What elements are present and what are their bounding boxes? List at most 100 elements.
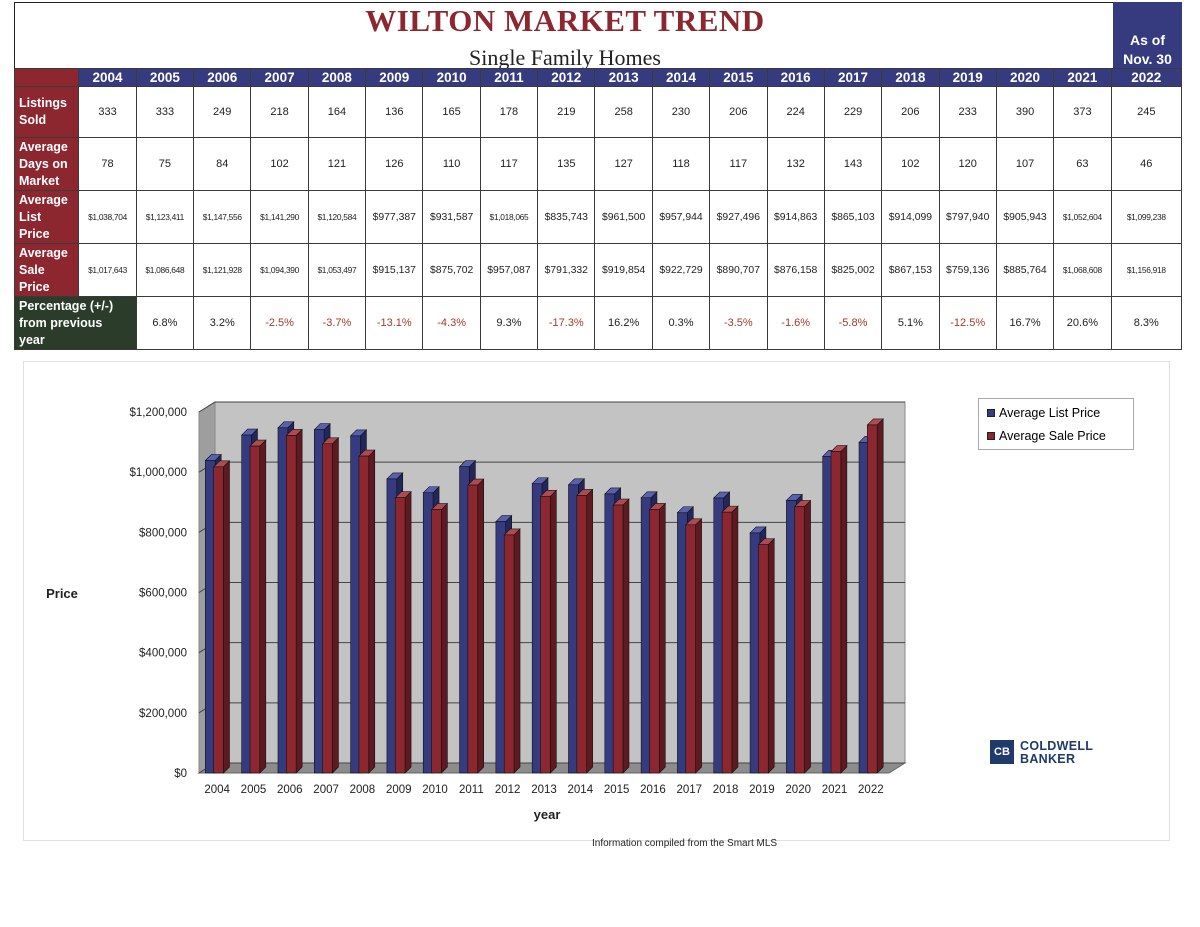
row-label-listings-sold: Listings Sold: [13, 86, 80, 138]
cell-percentage-change-2012: -17.3%: [537, 296, 596, 350]
sale-price-bar-2021: [830, 451, 842, 774]
cell-average-sale-price-2006: $1,121,928: [193, 243, 252, 297]
cell-average-list-price-2021: $1,052,604: [1053, 190, 1112, 244]
sale-price-bar-2022: [867, 424, 878, 774]
cell-average-sale-price-2014: $922,729: [651, 243, 711, 297]
cell-average-sale-price-2016: $876,158: [766, 243, 825, 297]
cell-average-list-price-2011: $1,018,065: [479, 190, 539, 244]
x-tick-label: 2012: [495, 784, 521, 796]
logo-text: COLDWELL BANKER: [1020, 740, 1093, 766]
cell-listings-sold-2006: 249: [193, 86, 252, 138]
cell-percentage-change-2018: 5.1%: [881, 296, 940, 350]
cell-average-list-price-2018: $914,099: [881, 190, 940, 244]
cell-listings-sold-2020: 390: [995, 86, 1055, 138]
cell-average-list-price-2008: $1,120,584: [307, 190, 367, 244]
cell-average-days-on-market-2008: 121: [307, 137, 367, 191]
cell-average-list-price-2019: $797,940: [938, 190, 997, 244]
bar-side: [368, 449, 376, 774]
bar-side: [259, 439, 267, 774]
legend-swatch: [987, 409, 995, 417]
logo-line1: COLDWELL: [1020, 739, 1094, 753]
row-label-average-days-on-market: Average Days on Market: [13, 137, 80, 191]
x-tick-label: 2021: [822, 784, 848, 796]
price-chart: $1,200,000 $1,000,000 $800,000 $600,000 $400…: [23, 361, 1170, 841]
cell-listings-sold-2014: 230: [651, 86, 711, 138]
x-tick-label: 2015: [604, 784, 630, 796]
cell-listings-sold-2015: 206: [709, 86, 768, 138]
year-header-2014: 2014: [651, 68, 711, 87]
sale-price-bar-2005: [249, 445, 261, 774]
cell-listings-sold-2010: 165: [422, 86, 481, 138]
bar-side: [840, 444, 848, 774]
cell-average-list-price-2020: $905,943: [995, 190, 1055, 244]
cell-listings-sold-2005: 333: [135, 86, 195, 138]
x-tick-label: 2011: [459, 784, 484, 796]
year-header-2007: 2007: [250, 68, 309, 87]
year-header-2017: 2017: [823, 68, 883, 87]
cell-average-sale-price-2017: $825,002: [823, 243, 883, 297]
sale-price-bar-2017: [685, 524, 696, 774]
year-header-2004: 2004: [78, 68, 137, 87]
cell-listings-sold-2009: 136: [365, 86, 424, 138]
sale-price-bar-2016: [649, 509, 660, 774]
cell-average-days-on-market-2013: 127: [594, 137, 653, 191]
year-header-2015: 2015: [709, 68, 768, 87]
cell-average-sale-price-2011: $957,087: [479, 243, 539, 297]
cell-average-sale-price-2022: $1,156,918: [1110, 243, 1183, 297]
sale-price-bar-2008: [358, 455, 370, 774]
x-tick-label: 2017: [676, 784, 702, 796]
x-tick-label: 2004: [204, 784, 230, 796]
y-tick-label: $1,000,000: [129, 467, 187, 479]
bar-side: [622, 498, 630, 774]
market-data-table: 2004 2005 2006 2007 2008 2009 2010 2011 2012 2013…: [13, 68, 1183, 350]
as-of-date: Nov. 30: [1123, 51, 1172, 67]
sale-price-bar-2007: [322, 443, 333, 774]
cell-listings-sold-2018: 206: [881, 86, 940, 138]
sale-price-bar-2018: [721, 511, 733, 774]
cell-percentage-change-2014: 0.3%: [651, 296, 711, 350]
x-tick-label: 2009: [386, 784, 412, 796]
cell-average-days-on-market-2010: 110: [422, 137, 481, 191]
cell-average-days-on-market-2021: 63: [1053, 137, 1112, 191]
cell-average-sale-price-2010: $875,702: [422, 243, 481, 297]
cell-average-list-price-2015: $927,496: [709, 190, 768, 244]
cell-listings-sold-2007: 218: [250, 86, 309, 138]
bar-side: [223, 460, 230, 774]
table-row-listings-sold: Listings Sold 333 333 249 218 164 136 165 178 219 2…: [13, 86, 1183, 138]
cell-listings-sold-2017: 229: [823, 86, 883, 138]
year-header-2018: 2018: [881, 68, 940, 87]
cell-listings-sold-2022: 245: [1110, 86, 1183, 138]
cell-average-sale-price-2005: $1,086,648: [135, 243, 195, 297]
cell-average-days-on-market-2017: 143: [823, 137, 883, 191]
cell-average-sale-price-2008: $1,053,497: [307, 243, 367, 297]
year-header-row: 2004 2005 2006 2007 2008 2009 2010 2011 2012 2013…: [13, 68, 1183, 87]
x-tick-label: 2013: [531, 784, 557, 796]
cell-average-days-on-market-2018: 102: [881, 137, 940, 191]
y-tick-label: $1,200,000: [129, 407, 187, 419]
cell-average-days-on-market-2011: 117: [479, 137, 539, 191]
cell-percentage-change-2005: 6.8%: [135, 296, 195, 350]
cell-average-days-on-market-2009: 126: [365, 137, 424, 191]
x-tick-label: 2007: [313, 784, 339, 796]
table-row-percentage-change: Percentage (+/-) from previous year 6.8% 3.2…: [14, 296, 1183, 350]
cell-listings-sold-2016: 224: [766, 86, 825, 138]
x-tick-label: 2018: [713, 784, 739, 796]
cell-listings-sold-2013: 258: [594, 86, 653, 138]
cell-average-list-price-2022: $1,099,238: [1110, 190, 1183, 244]
cell-average-sale-price-2015: $890,707: [709, 243, 768, 297]
cell-listings-sold-2004: 333: [78, 86, 137, 138]
x-tick-label: 2008: [350, 784, 376, 796]
chart-legend: Average List Price Average Sale Price: [978, 398, 1134, 450]
legend-swatch: [987, 432, 995, 440]
cell-average-list-price-2010: $931,587: [422, 190, 481, 244]
y-tick-label: $200,000: [139, 708, 187, 720]
bar-side: [731, 505, 739, 774]
sale-price-bar-2015: [612, 504, 624, 774]
cell-percentage-change-2010: -4.3%: [422, 296, 481, 350]
y-tick-label: $0: [174, 768, 187, 780]
cell-average-sale-price-2004: $1,017,643: [78, 243, 137, 297]
cell-average-list-price-2007: $1,141,290: [250, 190, 309, 244]
table-row-average-sale-price: Average Sale Price $1,017,643 $1,086,648 $1,1…: [13, 243, 1183, 297]
cell-percentage-change-2019: -12.5%: [938, 296, 997, 350]
row-label-average-list-price: Average List Price: [13, 190, 80, 244]
